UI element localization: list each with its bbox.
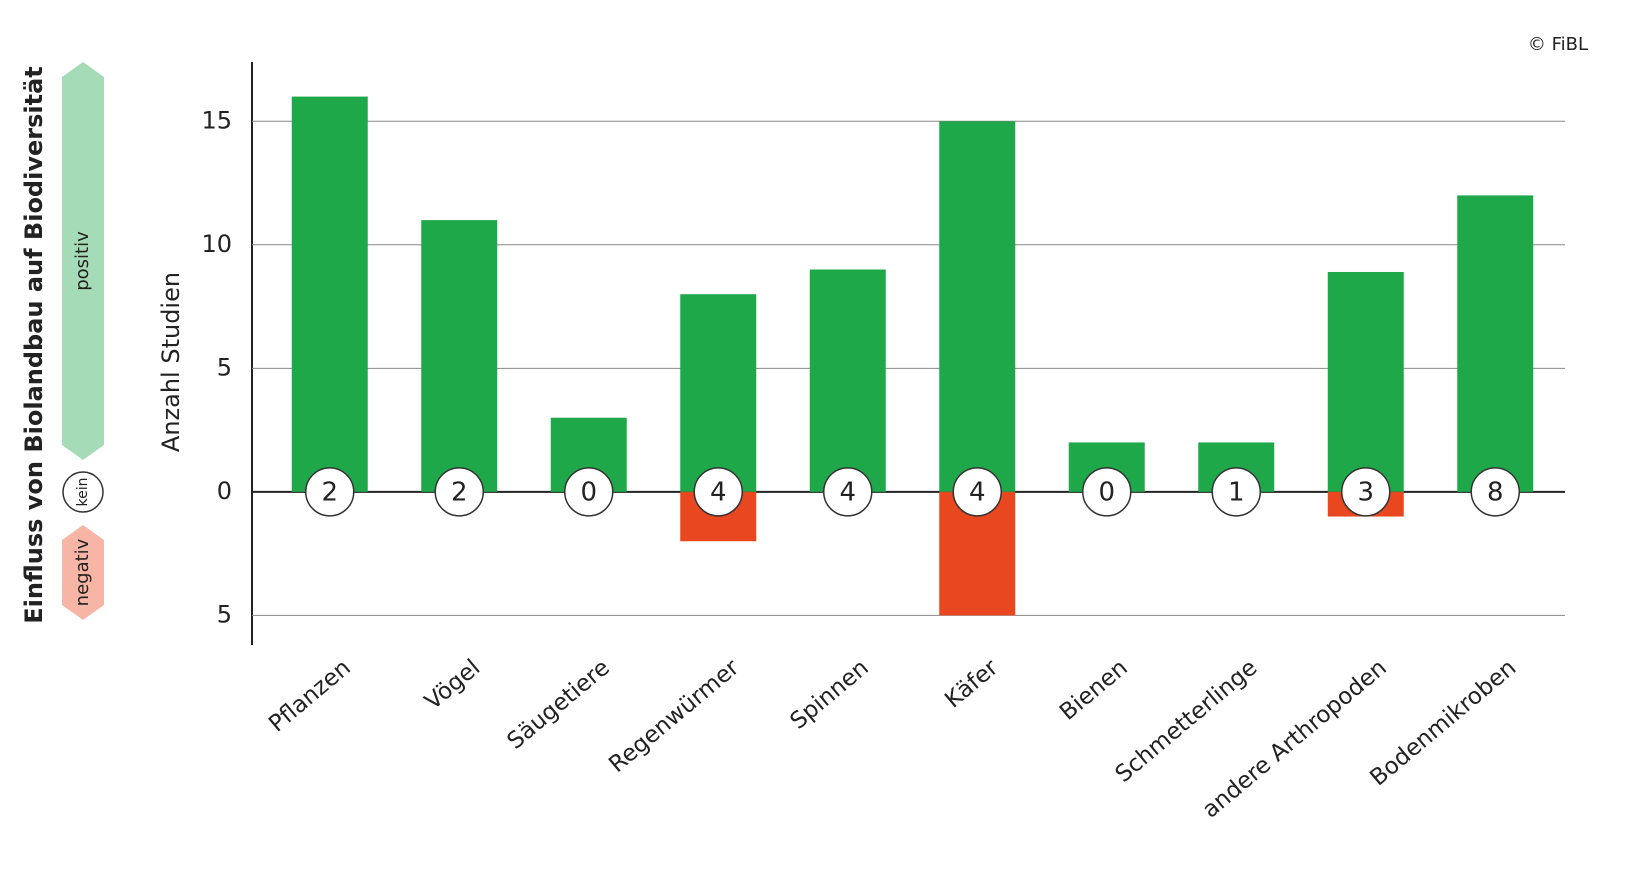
y-tick-label: 5 (217, 353, 232, 381)
bar (939, 121, 1016, 492)
neutral-count: 2 (451, 477, 468, 507)
neutral-badge (1211, 467, 1261, 517)
legend-circle (62, 471, 104, 513)
neutral-count: 3 (1357, 477, 1374, 507)
legend-label: kein (75, 478, 91, 507)
bar (1327, 271, 1404, 492)
x-tick-label: Bienen (1055, 655, 1133, 726)
neutral-count: 8 (1487, 477, 1504, 507)
legend-label: positiv (72, 231, 93, 291)
y-axis-label: Anzahl Studien (157, 272, 185, 452)
neutral-badge (823, 467, 873, 517)
source: © FiBL (1528, 34, 1588, 55)
neutral-badge (693, 467, 743, 517)
chart-title: Einfluss von Biolandbau auf Biodiversitä… (20, 66, 48, 624)
bar (680, 294, 757, 492)
y-tick-label: 15 (201, 106, 232, 134)
legend-label: negativ (72, 538, 93, 606)
neutral-badge (305, 467, 355, 517)
x-tick-label: Käfer (940, 654, 1003, 713)
neutral-count: 0 (1098, 477, 1115, 507)
bar (421, 220, 498, 492)
neutral-count: 4 (969, 477, 986, 507)
neutral-count: 1 (1228, 477, 1245, 507)
neutral-count: 0 (580, 477, 597, 507)
neutral-count: 4 (839, 477, 856, 507)
legend-arrow (62, 62, 104, 460)
neutral-badge (952, 467, 1002, 517)
neutral-badge (1341, 467, 1391, 517)
neutral-badge (1082, 467, 1132, 517)
bar (809, 269, 886, 492)
neutral-badge (434, 467, 484, 517)
x-tick-label: Pflanzen (264, 655, 356, 738)
bar (1457, 195, 1534, 492)
x-tick-label: Regenwürmer (604, 654, 744, 778)
neutral-badge (564, 467, 614, 517)
bar (291, 96, 368, 492)
neutral-count: 2 (321, 477, 338, 507)
y-tick-label: 10 (201, 230, 232, 258)
y-tick-label: 5 (217, 600, 232, 628)
x-tick-label: Spinnen (785, 655, 873, 735)
y-tick-label: 0 (217, 477, 232, 505)
neutral-count: 4 (710, 477, 727, 507)
neutral-badge (1470, 467, 1520, 517)
x-tick-label: Vögel (420, 655, 485, 716)
x-tick-label: Säugetiere (503, 655, 615, 755)
legend-arrow (62, 525, 104, 620)
